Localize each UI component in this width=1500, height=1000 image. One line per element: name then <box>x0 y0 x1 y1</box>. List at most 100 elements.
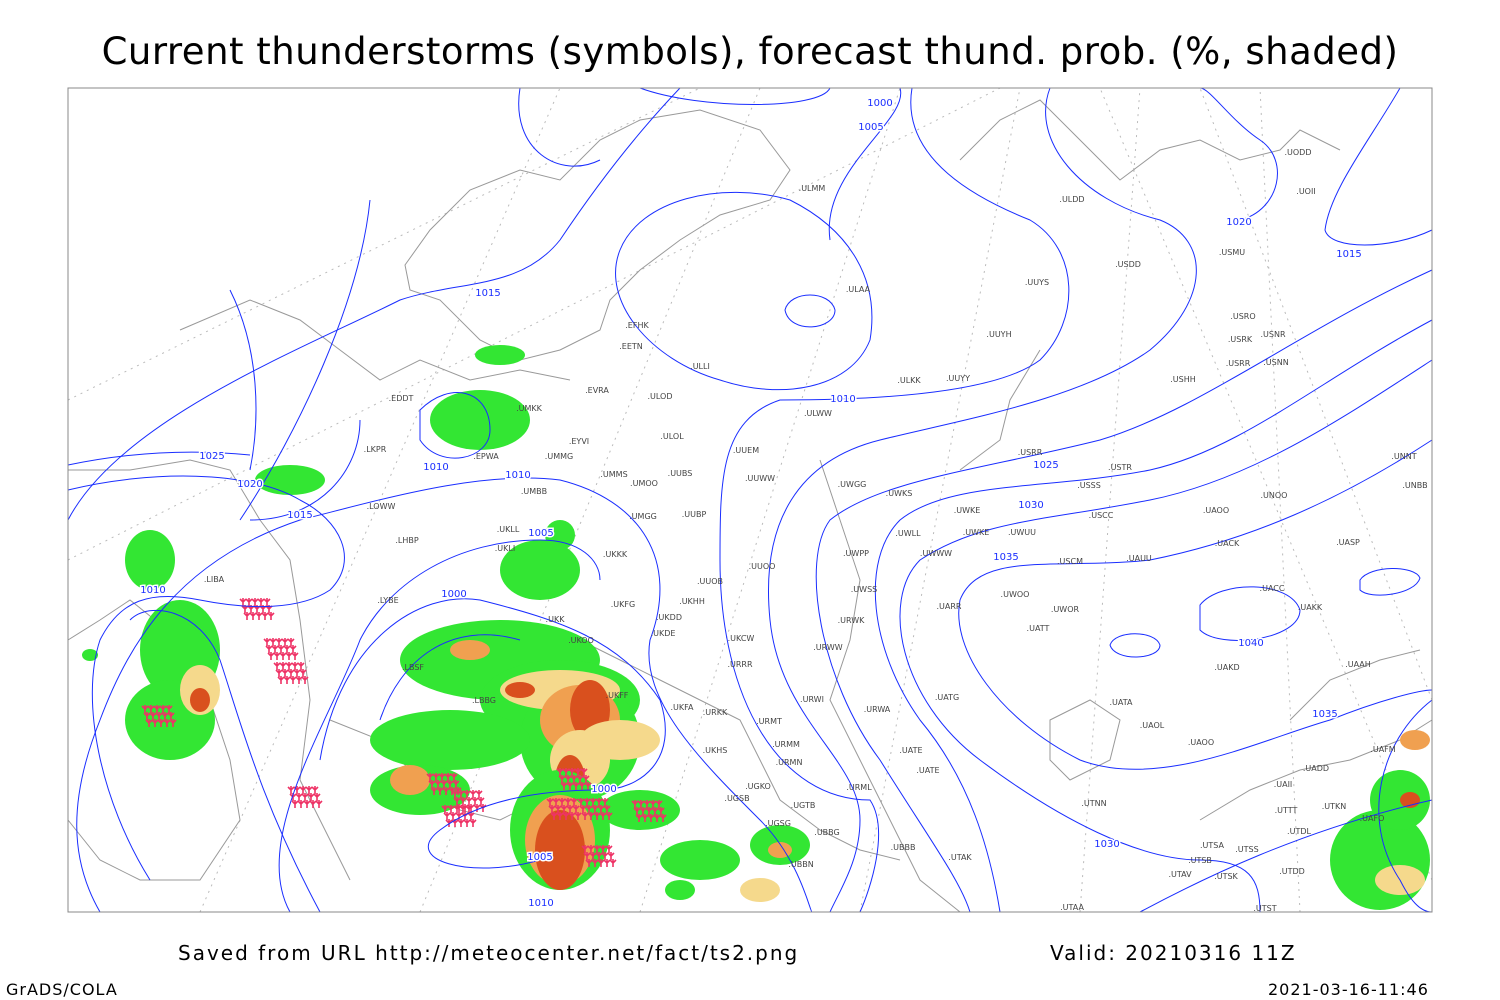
thunderstorm-icon <box>444 773 452 781</box>
thunderstorm-icon <box>251 598 259 606</box>
thunderstorm-icon <box>546 798 554 806</box>
probability-area <box>450 640 490 660</box>
station-label: .UUEM <box>733 446 759 455</box>
thunderstorm-icon <box>275 669 283 677</box>
thunderstorm-icon <box>453 805 461 813</box>
station-label: .UWUU <box>1008 528 1036 537</box>
thunderstorm-icon <box>595 798 603 806</box>
thunderstorm-icon <box>473 804 481 812</box>
thunderstorm-icon <box>297 662 305 670</box>
station-label: .UWKE <box>954 506 981 515</box>
isobar-line <box>379 634 521 721</box>
isobar-label: 1005 <box>527 852 552 863</box>
station-label: .UTSS <box>1235 845 1258 854</box>
thunderstorm-icon <box>591 805 599 813</box>
station-label: .UUOO <box>749 562 776 571</box>
coastline <box>179 299 571 381</box>
thunderstorm-icon <box>601 798 609 806</box>
thunderstorm-icon <box>291 662 299 670</box>
thunderstorm-icon <box>285 652 293 660</box>
station-label: .UGSG <box>765 819 791 828</box>
thunderstorm-icon <box>426 773 434 781</box>
station-label: .UUYS <box>1025 278 1049 287</box>
isobar-line <box>278 539 601 913</box>
thunderstorm-icon <box>442 787 450 795</box>
thunderstorm-icon <box>593 812 601 820</box>
station-label: .UAOL <box>1140 721 1165 730</box>
station-label: .UUWW <box>745 474 775 483</box>
station-label: .ULAA <box>846 285 871 294</box>
thunderstorm-symbol-cluster <box>426 773 462 795</box>
probability-area <box>665 880 695 900</box>
thunderstorm-icon <box>477 797 485 805</box>
thunderstorm-icon <box>311 786 319 794</box>
station-label: .UAII <box>1274 780 1293 789</box>
thunderstorm-icon <box>657 807 665 815</box>
thunderstorm-icon <box>580 768 588 776</box>
station-label: .UGSB <box>724 794 749 803</box>
station-label: .UKOO <box>568 636 594 645</box>
thunderstorm-symbol-cluster <box>581 845 617 867</box>
source-url-text: Saved from URL http://meteocenter.net/fa… <box>178 941 800 965</box>
thunderstorm-symbol-cluster <box>577 798 613 820</box>
thunderstorm-icon <box>597 859 605 867</box>
thunderstorm-icon <box>149 712 157 720</box>
isobar-line <box>518 87 601 167</box>
station-label: .URKK <box>703 708 728 717</box>
isobar-label: 1015 <box>287 510 312 521</box>
isobar-line <box>419 392 491 459</box>
software-credit: GrADS/COLA <box>6 980 118 999</box>
coastline <box>404 109 791 361</box>
station-label: .UNBB <box>1402 481 1427 490</box>
thunderstorm-icon <box>438 773 446 781</box>
thunderstorm-icon <box>577 798 585 806</box>
thunderstorm-symbol-cluster <box>273 662 309 684</box>
probability-area <box>475 345 525 365</box>
station-label: .UUYH <box>986 330 1011 339</box>
thunderstorm-icon <box>281 638 289 646</box>
isobar-label: 1030 <box>1018 500 1043 511</box>
isobar-label: 1020 <box>1226 217 1251 228</box>
thunderstorm-icon <box>287 669 295 677</box>
thunderstorm-icon <box>574 768 582 776</box>
grid-line <box>1079 87 1141 913</box>
coastline <box>959 349 1041 471</box>
station-label: .USCC <box>1089 511 1114 520</box>
thunderstorm-icon <box>576 775 584 783</box>
station-label: .UTKN <box>1322 802 1347 811</box>
thunderstorm-icon <box>245 598 253 606</box>
thunderstorm-icon <box>273 652 281 660</box>
thunderstorm-symbols <box>141 598 667 867</box>
station-label: .URMM <box>772 740 800 749</box>
isobar-label: 1005 <box>528 528 553 539</box>
thunderstorm-icon <box>289 676 297 684</box>
station-label: .UATT <box>1027 624 1050 633</box>
isobar-label: 1010 <box>423 462 448 473</box>
station-label: .UWOO <box>1001 590 1030 599</box>
station-label: .USNN <box>1263 358 1288 367</box>
station-label: .ULOD <box>647 392 672 401</box>
station-label: .USNR <box>1260 330 1285 339</box>
station-label: .URML <box>846 783 872 792</box>
isobar-line <box>958 439 1433 770</box>
station-label: .LYBE <box>377 596 398 605</box>
thunderstorm-icon <box>239 598 247 606</box>
station-label: .USHH <box>1170 375 1196 384</box>
thunderstorm-icon <box>631 800 639 808</box>
station-label: .UODD <box>1284 148 1311 157</box>
station-label: .URRR <box>727 660 753 669</box>
thunderstorm-icon <box>558 775 566 783</box>
station-label: .EPWA <box>473 452 499 461</box>
isobar-line <box>899 359 1433 913</box>
thunderstorm-icon <box>558 798 566 806</box>
isobar-label: 1000 <box>867 98 892 109</box>
isobar-line <box>1109 633 1161 658</box>
thunderstorm-icon <box>653 814 661 822</box>
thunderstorm-icon <box>572 805 580 813</box>
station-label: .USRR <box>1018 448 1043 457</box>
station-label: .UMKK <box>516 404 543 413</box>
thunderstorm-icon <box>564 775 572 783</box>
station-label: .UWWW <box>920 549 952 558</box>
thunderstorm-icon <box>643 800 651 808</box>
station-label: .UUBP <box>682 510 707 519</box>
